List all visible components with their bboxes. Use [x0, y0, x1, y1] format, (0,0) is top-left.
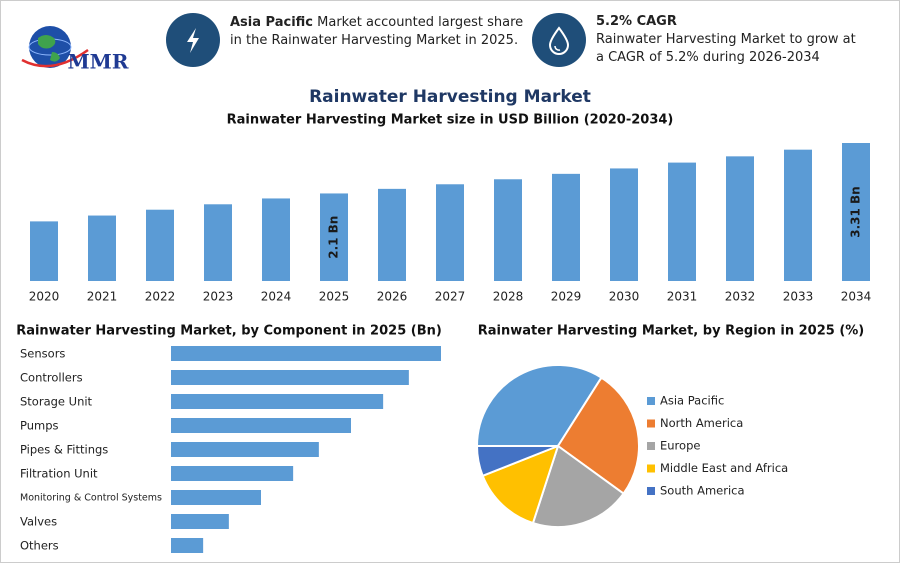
y-tick-label: Valves — [20, 515, 57, 529]
x-tick-label: 2022 — [145, 290, 176, 304]
bar — [171, 538, 204, 553]
legend-label: Asia Pacific — [660, 394, 724, 408]
bar — [784, 149, 812, 281]
value-label: 3.31 Bn — [849, 186, 863, 237]
bar — [171, 490, 261, 505]
bar — [320, 193, 348, 281]
pie-slice — [481, 444, 560, 525]
x-tick-label: 2024 — [261, 290, 292, 304]
bar — [171, 418, 351, 433]
legend-swatch — [647, 397, 655, 405]
bar — [171, 514, 229, 529]
legend-swatch — [647, 487, 655, 495]
y-tick-label: Pumps — [20, 419, 59, 433]
bar — [204, 204, 232, 281]
card1-body: Market accounted largest share in the Ra… — [230, 15, 524, 48]
x-tick-label: 2031 — [667, 290, 698, 304]
y-tick-label: Sensors — [20, 347, 65, 361]
bar — [726, 156, 754, 281]
logo: MMR — [21, 26, 129, 74]
y-tick-label: Others — [20, 539, 59, 553]
y-tick-label: Filtration Unit — [20, 467, 98, 481]
card1-icon — [166, 13, 220, 67]
card2-icon — [532, 13, 586, 67]
x-tick-label: 2027 — [435, 290, 466, 304]
bar — [378, 188, 406, 281]
legend-label: North America — [660, 416, 743, 430]
x-tick-label: 2032 — [725, 290, 756, 304]
legend-swatch — [647, 464, 655, 473]
bar — [436, 184, 464, 281]
bar — [171, 394, 384, 409]
x-tick-label: 2020 — [29, 290, 60, 304]
pie-slice — [475, 445, 559, 478]
x-tick-label: 2030 — [609, 290, 640, 304]
x-tick-label: 2026 — [377, 290, 408, 304]
bar — [842, 143, 870, 281]
x-tick-label: 2033 — [783, 290, 814, 304]
chart-title: Rainwater Harvesting Market, by Region i… — [478, 324, 864, 339]
pie-slice — [531, 444, 625, 528]
y-tick-label: Storage Unit — [20, 395, 93, 409]
x-tick-label: 2028 — [493, 290, 524, 304]
card2-body: Rainwater Harvesting Market to grow at a… — [596, 32, 856, 65]
y-tick-label: Pipes & Fittings — [20, 443, 108, 457]
y-tick-label: Controllers — [20, 371, 83, 385]
x-tick-label: 2021 — [87, 290, 118, 304]
card1-bold: Asia Pacific — [230, 15, 314, 30]
chart-subtitle: Rainwater Harvesting Market size in USD … — [227, 113, 674, 128]
x-tick-label: 2034 — [841, 290, 872, 304]
bar — [88, 215, 116, 281]
bar — [494, 179, 522, 281]
card2-text: 5.2% CAGR Rainwater Harvesting Market to … — [596, 13, 866, 67]
x-tick-label: 2029 — [551, 290, 582, 304]
bar — [668, 162, 696, 281]
x-tick-label: 2025 — [319, 290, 350, 304]
logo-text: MMR — [68, 50, 129, 74]
bar — [171, 442, 319, 457]
legend-label: Europe — [660, 439, 700, 453]
legend-label: South America — [660, 484, 745, 498]
legend-swatch — [647, 442, 655, 450]
legend-label: Middle East and Africa — [660, 461, 788, 475]
chart-title: Rainwater Harvesting Market, by Componen… — [16, 324, 442, 339]
y-tick-label: Monitoring & Control Systems — [20, 493, 162, 504]
pie-slice — [556, 376, 640, 496]
bar — [30, 221, 58, 281]
bar — [171, 370, 409, 385]
bar — [146, 209, 174, 281]
bar — [552, 173, 580, 281]
value-label: 2.1 Bn — [327, 216, 341, 259]
bar — [262, 198, 290, 281]
card2-title: 5.2% CAGR — [596, 14, 677, 29]
card1-text: Asia Pacific Market accounted largest sh… — [230, 14, 525, 50]
legend-swatch — [647, 419, 655, 428]
bar — [171, 346, 441, 361]
bar — [171, 466, 294, 481]
x-tick-label: 2023 — [203, 290, 234, 304]
chart-title: Rainwater Harvesting Market — [309, 87, 591, 107]
bar — [610, 168, 638, 281]
